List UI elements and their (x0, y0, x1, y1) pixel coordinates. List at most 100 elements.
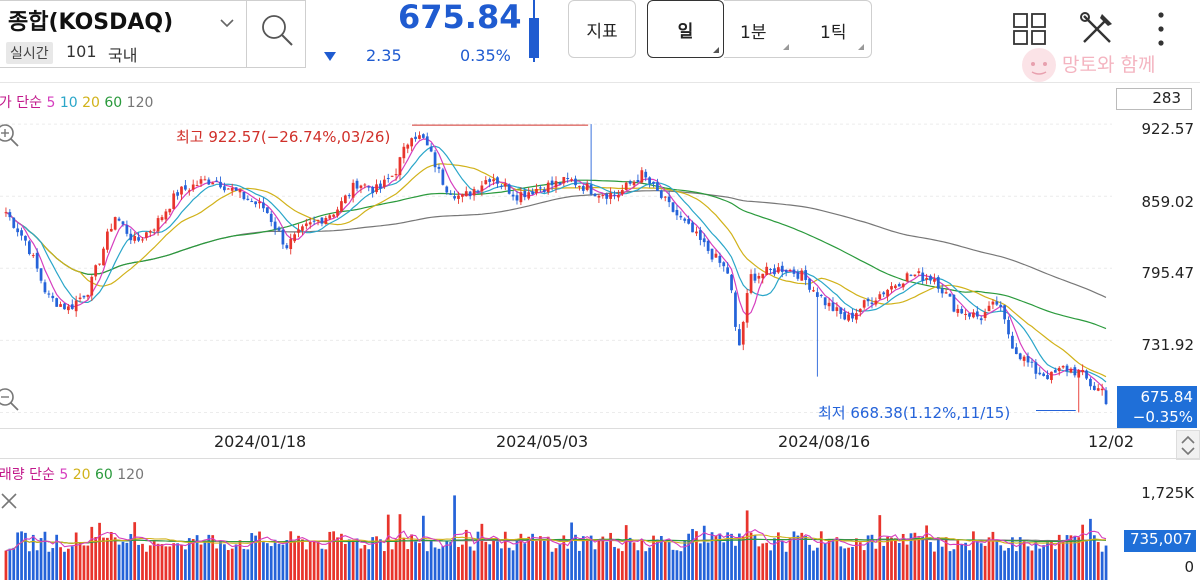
volume-bar (1081, 524, 1085, 580)
symbol-code: 101 (66, 42, 97, 61)
candle (515, 191, 519, 205)
candle (605, 192, 609, 205)
volume-bar (1089, 518, 1092, 580)
volume-bar (897, 543, 901, 580)
candle (90, 275, 94, 301)
candle (20, 227, 23, 241)
candle (593, 192, 597, 197)
volume-bar (808, 544, 811, 580)
search-button[interactable] (246, 0, 306, 68)
candle (199, 175, 203, 188)
candle (628, 179, 632, 186)
volume-bar (609, 532, 612, 580)
candle (258, 197, 261, 209)
candle (979, 315, 983, 325)
volume-bar (581, 536, 585, 580)
price-change-pct: 0.35% (460, 46, 511, 65)
volume-bar (542, 540, 546, 580)
candle (43, 279, 47, 295)
candle (402, 143, 406, 164)
period-day-button[interactable]: 일 (647, 0, 724, 58)
candle (995, 296, 999, 307)
zoom-in-icon[interactable] (0, 122, 20, 148)
candle (804, 265, 808, 286)
candle (722, 261, 726, 272)
volume-bar (187, 538, 191, 580)
volume-bar (382, 551, 386, 580)
volume-bar (757, 546, 761, 580)
volume-bar (691, 528, 694, 580)
candle (273, 217, 277, 235)
more-menu-icon[interactable] (1154, 10, 1168, 48)
candle (121, 220, 125, 227)
volume-bar (718, 533, 722, 580)
zoom-out-icon[interactable] (0, 386, 20, 412)
volume-chart[interactable] (0, 486, 1112, 580)
period-tick-label: 1틱 (820, 23, 847, 43)
volume-bar (761, 543, 765, 580)
volume-bar (894, 538, 897, 580)
candle (714, 249, 718, 258)
grid-layout-icon[interactable] (1012, 12, 1048, 46)
candle (160, 214, 164, 222)
visible-count-box[interactable]: 283 (1116, 88, 1192, 110)
indicator-button[interactable]: 지표 (568, 0, 636, 58)
candle (1104, 387, 1108, 406)
candle (359, 184, 363, 194)
volume-bar (1030, 550, 1034, 580)
period-tick-button[interactable]: 1틱 (820, 18, 846, 43)
candle (191, 179, 195, 192)
close-volume-icon[interactable] (0, 492, 18, 510)
candle (324, 215, 328, 225)
volume-bar (371, 537, 375, 580)
volume-bar (332, 531, 336, 580)
volume-bar (847, 547, 850, 580)
market-label: 국내 (108, 46, 138, 65)
candle (137, 232, 140, 243)
candle (464, 186, 468, 197)
candle (936, 275, 940, 293)
candle (695, 226, 698, 237)
candle (1077, 368, 1081, 413)
period-group (724, 0, 872, 58)
volume-bar (379, 539, 382, 580)
scroll-arrows[interactable] (1176, 430, 1200, 460)
price-chart[interactable] (0, 110, 1112, 422)
candle (496, 176, 499, 188)
volume-bar (472, 550, 476, 580)
volume-bar (125, 542, 129, 580)
volume-bar (129, 534, 133, 580)
chevron-down-icon[interactable] (218, 14, 236, 36)
candle (702, 233, 706, 247)
volume-bar (343, 543, 347, 580)
volume-bar (574, 534, 577, 580)
candle (823, 297, 827, 310)
volume-ma-legend[interactable]: 거래량 단순 5 20 60 120 (0, 464, 144, 484)
volume-bar (500, 548, 503, 580)
volume-bar (535, 541, 538, 580)
symbol-title[interactable]: 종합(KOSDAQ) (8, 10, 174, 35)
volume-legend-prefix: 거래량 단순 (0, 467, 55, 483)
candle (27, 239, 31, 256)
candle (70, 299, 74, 310)
tools-icon[interactable] (1078, 10, 1116, 46)
volume-divider (0, 458, 1200, 459)
candle (921, 267, 925, 285)
volume-bar (133, 522, 137, 580)
candle (917, 268, 921, 276)
period-minute-button[interactable]: 1분 (740, 18, 766, 43)
volume-bar (242, 548, 246, 580)
candle (652, 181, 655, 188)
candle (858, 308, 862, 317)
volume-bar (882, 545, 886, 580)
volume-bar (812, 550, 815, 580)
price-ma-legend[interactable]: 주가 단순 5 10 20 60 120 (0, 92, 153, 112)
candle (414, 132, 417, 142)
volume-bar (433, 547, 437, 580)
candle (316, 219, 320, 226)
candle (168, 208, 172, 216)
candle (1073, 364, 1077, 378)
volume-bar (106, 537, 109, 580)
volume-bar (823, 543, 827, 580)
candle (987, 301, 991, 312)
